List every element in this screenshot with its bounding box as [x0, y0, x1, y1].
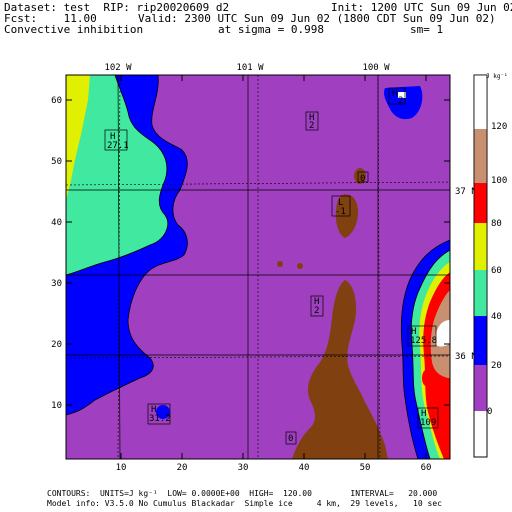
colorbar-label: 100: [491, 176, 507, 186]
x-axis-ticks: [120, 75, 427, 459]
x-tick-label: 10: [116, 463, 127, 473]
svg-text:H: H: [110, 132, 115, 142]
colorbar-label: 120: [491, 122, 507, 132]
svg-text:-1: -1: [335, 207, 346, 217]
model-info: Model info: V3.5.0 No Cumulus Blackadar …: [47, 499, 442, 508]
colorbar-swatch-20-40: [474, 316, 487, 365]
svg-text:L: L: [338, 198, 343, 208]
high-marker-7: H 109: [417, 407, 439, 429]
fill-20-40-patch-ne: [384, 86, 423, 120]
colorbar-swatch-120-plus: [474, 75, 487, 129]
x-tick-label: 20: [177, 463, 188, 473]
high-marker-6: H 31.2: [147, 403, 171, 425]
low-marker-3: 0: [285, 431, 297, 445]
field-title: Convective inhibition: [4, 23, 144, 36]
latlon-gridlines: [66, 75, 450, 459]
sigma-level: at sigma = 0.998: [218, 23, 324, 36]
colorbar-label: 20: [491, 361, 502, 371]
colorbar-label: 80: [491, 219, 502, 229]
y-tick-label: 60: [51, 96, 62, 106]
y-tick-label: 50: [51, 157, 62, 167]
init-time: Init: 1200 UTC Sun 09 Jun 02: [331, 1, 512, 14]
svg-text:0: 0: [360, 174, 365, 184]
y-tick-label: 10: [51, 401, 62, 411]
high-marker-2: H 27.1: [104, 129, 129, 151]
y-tick-label: 30: [51, 279, 62, 289]
colorbar-label: 0: [487, 407, 492, 417]
svg-text:109: 109: [420, 418, 436, 428]
high-marker-4: H 2: [310, 295, 324, 317]
colorbar-unit: J kg⁻¹: [486, 73, 508, 80]
low-marker-2: L -1: [331, 195, 351, 217]
x-tick-label: 50: [360, 463, 371, 473]
fill-120-plus-east: [435, 320, 450, 347]
lon-label-101w: 101 W: [236, 63, 264, 73]
lon-label-102w: 102 W: [104, 63, 132, 73]
colorbar-swatch-80-100: [474, 183, 487, 223]
fill-80-100-spot: [422, 370, 430, 386]
y-tick-label: 20: [51, 340, 62, 350]
lon-label-100w: 100 W: [362, 63, 390, 73]
colorbar-label: 40: [491, 312, 502, 322]
brown-region-south: [292, 280, 388, 459]
svg-text:H: H: [309, 113, 314, 123]
forecast-hour: Fcst: 11.00: [4, 12, 97, 25]
fill-20-40-patch-sw: [156, 405, 170, 419]
high-marker-5: H 125.8: [407, 325, 437, 347]
fill-40-60-west: [66, 75, 168, 275]
x-tick-label: 30: [238, 463, 249, 473]
svg-text:27.1: 27.1: [107, 141, 129, 151]
svg-text:H: H: [421, 409, 426, 419]
dataset-info: Dataset: test RIP: rip20020609 d2: [4, 1, 230, 14]
svg-text:125.8: 125.8: [410, 336, 437, 346]
fill-60-80-west: [66, 75, 90, 200]
lat-label-37n: 37 N: [455, 187, 477, 197]
high-marker-3: H 2: [305, 111, 319, 131]
high-marker-1: H 2: [388, 87, 406, 106]
smoothing-info: sm= 1: [410, 23, 444, 36]
svg-text:2: 2: [398, 96, 403, 106]
extrema-markers: H 2 H 27.1 H 2 0 L -1 H 2 H: [104, 87, 439, 445]
plot-border: [65, 74, 451, 460]
y-tick-label: 40: [51, 218, 62, 228]
valid-time: Valid: 2300 UTC Sun 09 Jun 02 (1800 CDT …: [138, 12, 496, 25]
colorbar-swatch-40-60: [474, 270, 487, 316]
contour-lines: [66, 75, 450, 459]
contour-info: CONTOURS: UNITS=J kg⁻¹ LOW= 0.0000E+00 H…: [47, 489, 438, 498]
brown-dot-2: [297, 263, 303, 269]
svg-text:H: H: [392, 89, 397, 99]
fill-120-plus-patch-ne: [398, 92, 406, 98]
x-tick-label: 40: [299, 463, 310, 473]
colorbar-swatch-60-80: [474, 223, 487, 270]
colorbar-swatch-100-120: [474, 129, 487, 183]
brown-dot-1: [277, 261, 283, 267]
svg-text:0: 0: [288, 434, 293, 444]
low-marker-1: 0: [357, 171, 369, 184]
svg-text:H: H: [314, 297, 319, 307]
y-axis-ticks: [66, 99, 450, 406]
svg-text:31.2: 31.2: [149, 414, 171, 424]
svg-text:2: 2: [314, 306, 319, 316]
colorbar-label: 60: [491, 266, 502, 276]
svg-text:2: 2: [309, 121, 314, 131]
colorbar-swatch-0-20: [474, 365, 487, 411]
svg-text:H: H: [151, 405, 156, 415]
x-tick-label: 60: [421, 463, 432, 473]
colorbar: J kg⁻¹ 120 100 80 60 40 20 0: [473, 73, 508, 458]
lat-label-36n: 36 N: [455, 352, 477, 362]
svg-text:H: H: [411, 327, 416, 337]
